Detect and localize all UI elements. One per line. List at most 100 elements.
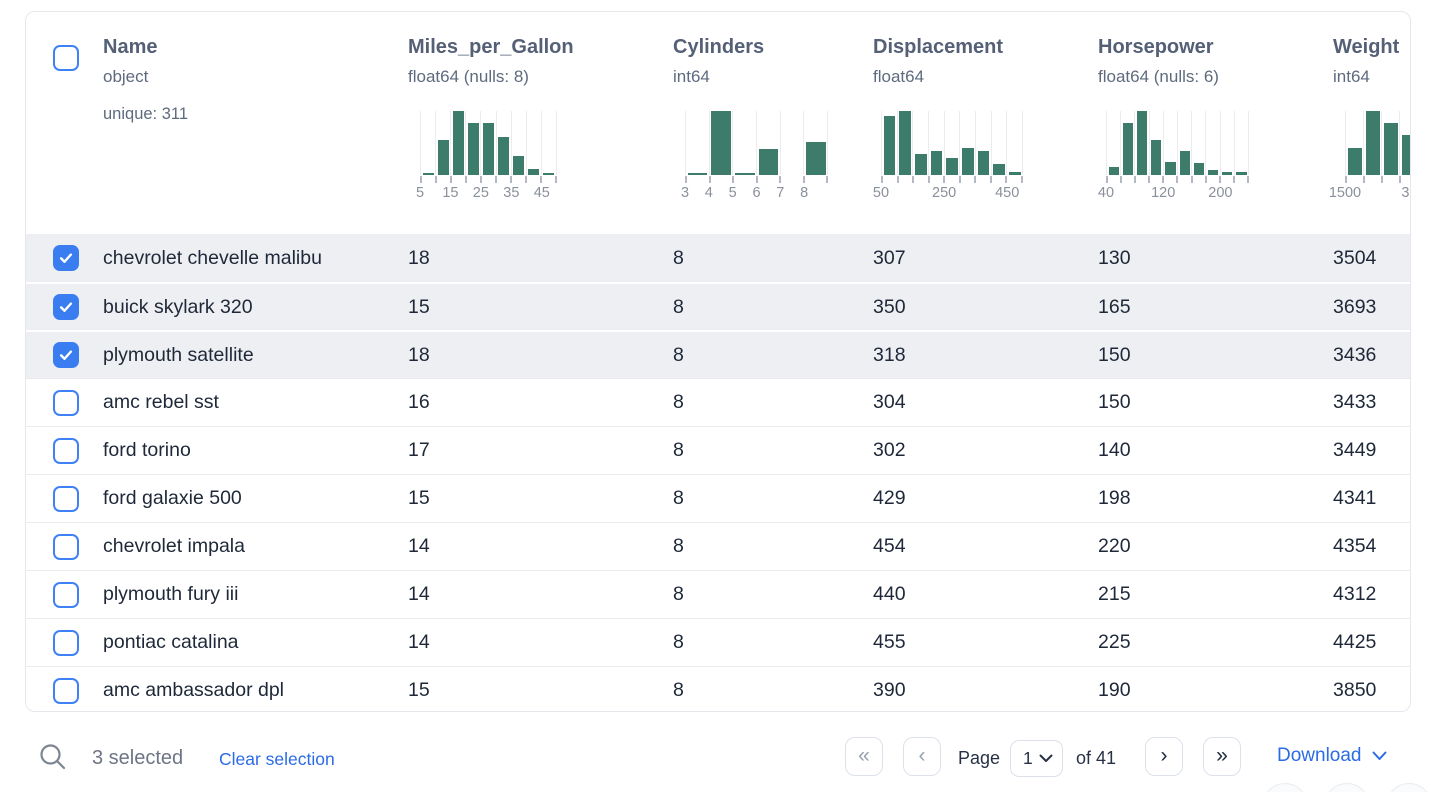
histogram-bar — [899, 111, 911, 175]
row-checkbox-cell — [26, 533, 103, 560]
cell-name: pontiac catalina — [103, 631, 239, 653]
histogram-axis-label: 5 — [415, 185, 425, 201]
histogram-tick — [779, 176, 781, 183]
histogram-axis-label: 450 — [995, 185, 1020, 201]
column-header-weight[interactable]: Weight int64 1500 3500 — [1329, 12, 1410, 201]
histogram-axis-label: 6 — [752, 185, 761, 201]
table-row[interactable]: amc rebel sst 16 8 304 150 3433 — [26, 378, 1410, 426]
histogram-bin — [1106, 111, 1120, 175]
hidden-action-button-1[interactable] — [1262, 783, 1308, 792]
cell-displacement: 440 — [873, 583, 906, 605]
row-checkbox[interactable] — [53, 389, 79, 416]
header-checkbox-cell — [26, 12, 103, 71]
table-row[interactable]: ford torino 17 8 302 140 3449 — [26, 426, 1410, 474]
next-page-button[interactable]: › — [1145, 737, 1183, 776]
hidden-action-button-3[interactable] — [1386, 783, 1432, 792]
histogram-tick — [826, 176, 828, 183]
histogram-bar — [977, 151, 990, 175]
column-header-name[interactable]: Name object unique: 311 — [103, 12, 408, 124]
cell-weight: 4312 — [1333, 583, 1377, 605]
row-checkbox[interactable] — [53, 485, 79, 512]
row-checkbox-cell — [26, 437, 103, 464]
row-checkbox[interactable] — [53, 437, 79, 464]
row-checkbox-cell — [26, 485, 103, 512]
histogram-bin — [756, 111, 780, 175]
clear-selection-link[interactable]: Clear selection — [219, 749, 335, 769]
row-checkbox[interactable] — [53, 294, 79, 320]
histogram-tick — [1362, 176, 1365, 183]
histogram-bin — [450, 111, 465, 175]
table-row[interactable]: chevrolet chevelle malibu 18 8 307 130 3504 — [26, 234, 1410, 282]
histogram-axis-labels: 50 250 450 — [873, 185, 1023, 203]
column-title: Horsepower — [1098, 36, 1214, 58]
cell-mpg: 15 — [408, 487, 430, 509]
column-dtype: object — [103, 67, 149, 86]
column-title: Weight — [1333, 36, 1400, 58]
cell-weight: 3449 — [1333, 439, 1377, 461]
table-row[interactable]: pontiac catalina 14 8 455 225 4425 — [26, 618, 1410, 666]
histogram-weight[interactable]: 1500 3500 — [1329, 111, 1410, 203]
histogram-bar — [1108, 167, 1119, 175]
histogram-bars — [685, 111, 829, 175]
column-header-horsepower[interactable]: Horsepower float64 (nulls: 6) 40 120 200 — [1098, 12, 1333, 201]
page-label: Page — [958, 748, 1001, 768]
row-checkbox-cell — [26, 342, 103, 368]
column-title: Name — [103, 36, 158, 58]
table-row[interactable]: amc ambassador dpl 15 8 390 190 3850 — [26, 666, 1410, 711]
row-checkbox[interactable] — [53, 245, 79, 271]
search-button[interactable] — [38, 742, 68, 772]
page-select[interactable]: 1 — [1010, 740, 1063, 777]
histogram-bin — [928, 111, 944, 175]
cell-horsepower: 140 — [1098, 439, 1131, 461]
histogram-tick — [555, 176, 557, 183]
cell-weight: 3504 — [1333, 246, 1377, 269]
histogram-bin — [896, 111, 913, 175]
prev-page-button[interactable]: ‹ — [903, 737, 941, 776]
histogram-bar — [914, 154, 927, 175]
histogram-horsepower[interactable]: 40 120 200 — [1098, 111, 1250, 203]
column-header-cylinders[interactable]: Cylinders int64 3 4 5 6 7 8 — [673, 12, 873, 201]
cell-displacement: 307 — [873, 246, 906, 269]
last-page-button[interactable]: » — [1203, 737, 1241, 776]
table-row[interactable]: ford galaxie 500 15 8 429 198 4341 — [26, 474, 1410, 522]
row-checkbox[interactable] — [53, 677, 79, 704]
row-checkbox[interactable] — [53, 342, 79, 368]
select-all-checkbox[interactable] — [53, 45, 79, 71]
histogram-tick — [1148, 176, 1151, 183]
table-row[interactable]: plymouth satellite 18 8 318 150 3436 — [26, 330, 1410, 378]
histogram-bin — [881, 111, 897, 175]
cell-cylinders: 8 — [673, 343, 684, 366]
cell-horsepower: 150 — [1098, 343, 1131, 366]
histogram-bin — [1345, 111, 1363, 175]
histogram-tick — [802, 176, 805, 183]
histogram-tick — [1380, 176, 1383, 183]
histogram-mpg[interactable]: 5 15 25 35 45 — [416, 111, 557, 203]
histogram-axis-labels: 5 15 25 35 45 — [416, 185, 557, 203]
row-checkbox[interactable] — [53, 533, 79, 560]
histogram-displacement[interactable]: 50 250 450 — [873, 111, 1024, 203]
column-header-mpg[interactable]: Miles_per_Gallon float64 (nulls: 8) 5 15 25 3… — [408, 12, 673, 201]
histogram-tick — [974, 176, 977, 183]
histogram-bar — [1365, 111, 1380, 175]
table-header-row: Name object unique: 311 Miles_per_Gallon flo… — [26, 12, 1410, 234]
column-title: Displacement — [873, 36, 1004, 58]
row-checkbox[interactable] — [53, 629, 79, 656]
download-button[interactable]: Download — [1277, 745, 1387, 767]
cell-horsepower: 165 — [1098, 295, 1131, 318]
histogram-bar — [1207, 170, 1219, 175]
histogram-bar — [1165, 162, 1176, 175]
table-row[interactable]: buick skylark 320 15 8 350 165 3693 — [26, 282, 1410, 330]
first-page-button[interactable]: « — [845, 737, 883, 776]
column-header-displacement[interactable]: Displacement float64 50 250 450 — [873, 12, 1098, 201]
histogram-bin — [943, 111, 960, 175]
row-checkbox[interactable] — [53, 581, 79, 608]
table-row[interactable]: plymouth fury iii 14 8 440 215 4312 — [26, 570, 1410, 618]
column-unique-count: unique: 311 — [103, 105, 189, 123]
hidden-action-button-2[interactable] — [1324, 783, 1370, 792]
table-body: chevrolet chevelle malibu 18 8 307 130 3504 bu… — [26, 234, 1410, 711]
table-row[interactable]: chevrolet impala 14 8 454 220 4354 — [26, 522, 1410, 570]
cell-name: chevrolet impala — [103, 535, 245, 557]
histogram-tick — [989, 176, 992, 183]
histogram-tick — [450, 176, 452, 183]
